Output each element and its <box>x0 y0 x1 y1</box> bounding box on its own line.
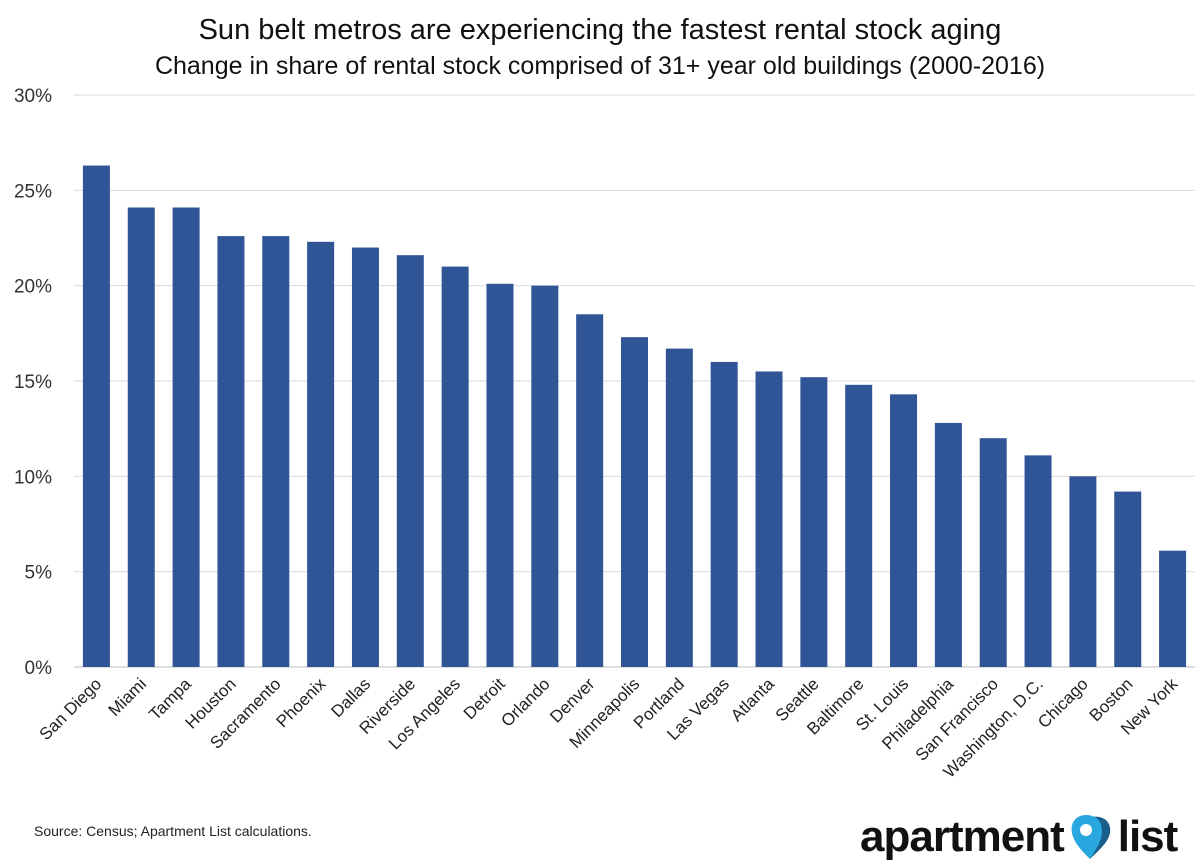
bar <box>665 348 693 667</box>
bar <box>172 207 200 667</box>
bar <box>82 165 110 667</box>
y-tick-label: 20% <box>14 277 52 298</box>
bar <box>351 247 379 668</box>
apartment-list-logo: apartment list <box>860 812 1179 862</box>
bar <box>979 438 1007 667</box>
bar <box>845 384 873 667</box>
x-tick-label: Atlanta <box>727 674 778 725</box>
y-tick-label: 25% <box>14 181 52 202</box>
bar <box>890 394 918 667</box>
bar <box>531 285 559 667</box>
logo-text-apartment: apartment <box>860 812 1065 861</box>
bar <box>262 236 290 668</box>
x-tick-label: Miami <box>105 674 150 719</box>
bar <box>1114 491 1142 667</box>
bar <box>486 283 514 667</box>
chart-title: Sun belt metros are experiencing the fas… <box>198 14 1002 46</box>
source-note: Source: Census; Apartment List calculati… <box>34 823 312 839</box>
bar <box>1024 455 1052 667</box>
y-tick-label: 5% <box>25 563 53 584</box>
logo-text-list: list <box>1117 812 1179 861</box>
bar <box>396 255 424 667</box>
bar <box>217 236 245 668</box>
y-tick-label: 15% <box>14 372 52 393</box>
bar <box>576 314 604 667</box>
bar <box>621 337 648 667</box>
bar <box>1069 476 1097 667</box>
bar <box>1159 550 1187 667</box>
x-tick-label: Phoenix <box>273 674 330 731</box>
x-tick-label: Orlando <box>497 674 553 730</box>
x-tick-label: San Diego <box>36 674 106 744</box>
bar <box>755 371 783 667</box>
y-tick-label: 30% <box>14 86 52 107</box>
bar <box>441 266 469 667</box>
bar <box>710 361 738 667</box>
y-tick-label: 10% <box>14 467 52 488</box>
bar <box>307 241 335 667</box>
x-tick-label: Chicago <box>1034 674 1092 732</box>
bar <box>934 422 962 667</box>
y-tick-label: 0% <box>25 658 53 679</box>
bar <box>127 207 155 667</box>
chart-subtitle: Change in share of rental stock comprise… <box>154 52 1046 80</box>
bar <box>800 377 828 667</box>
map-pin-heart-icon <box>1071 815 1110 859</box>
